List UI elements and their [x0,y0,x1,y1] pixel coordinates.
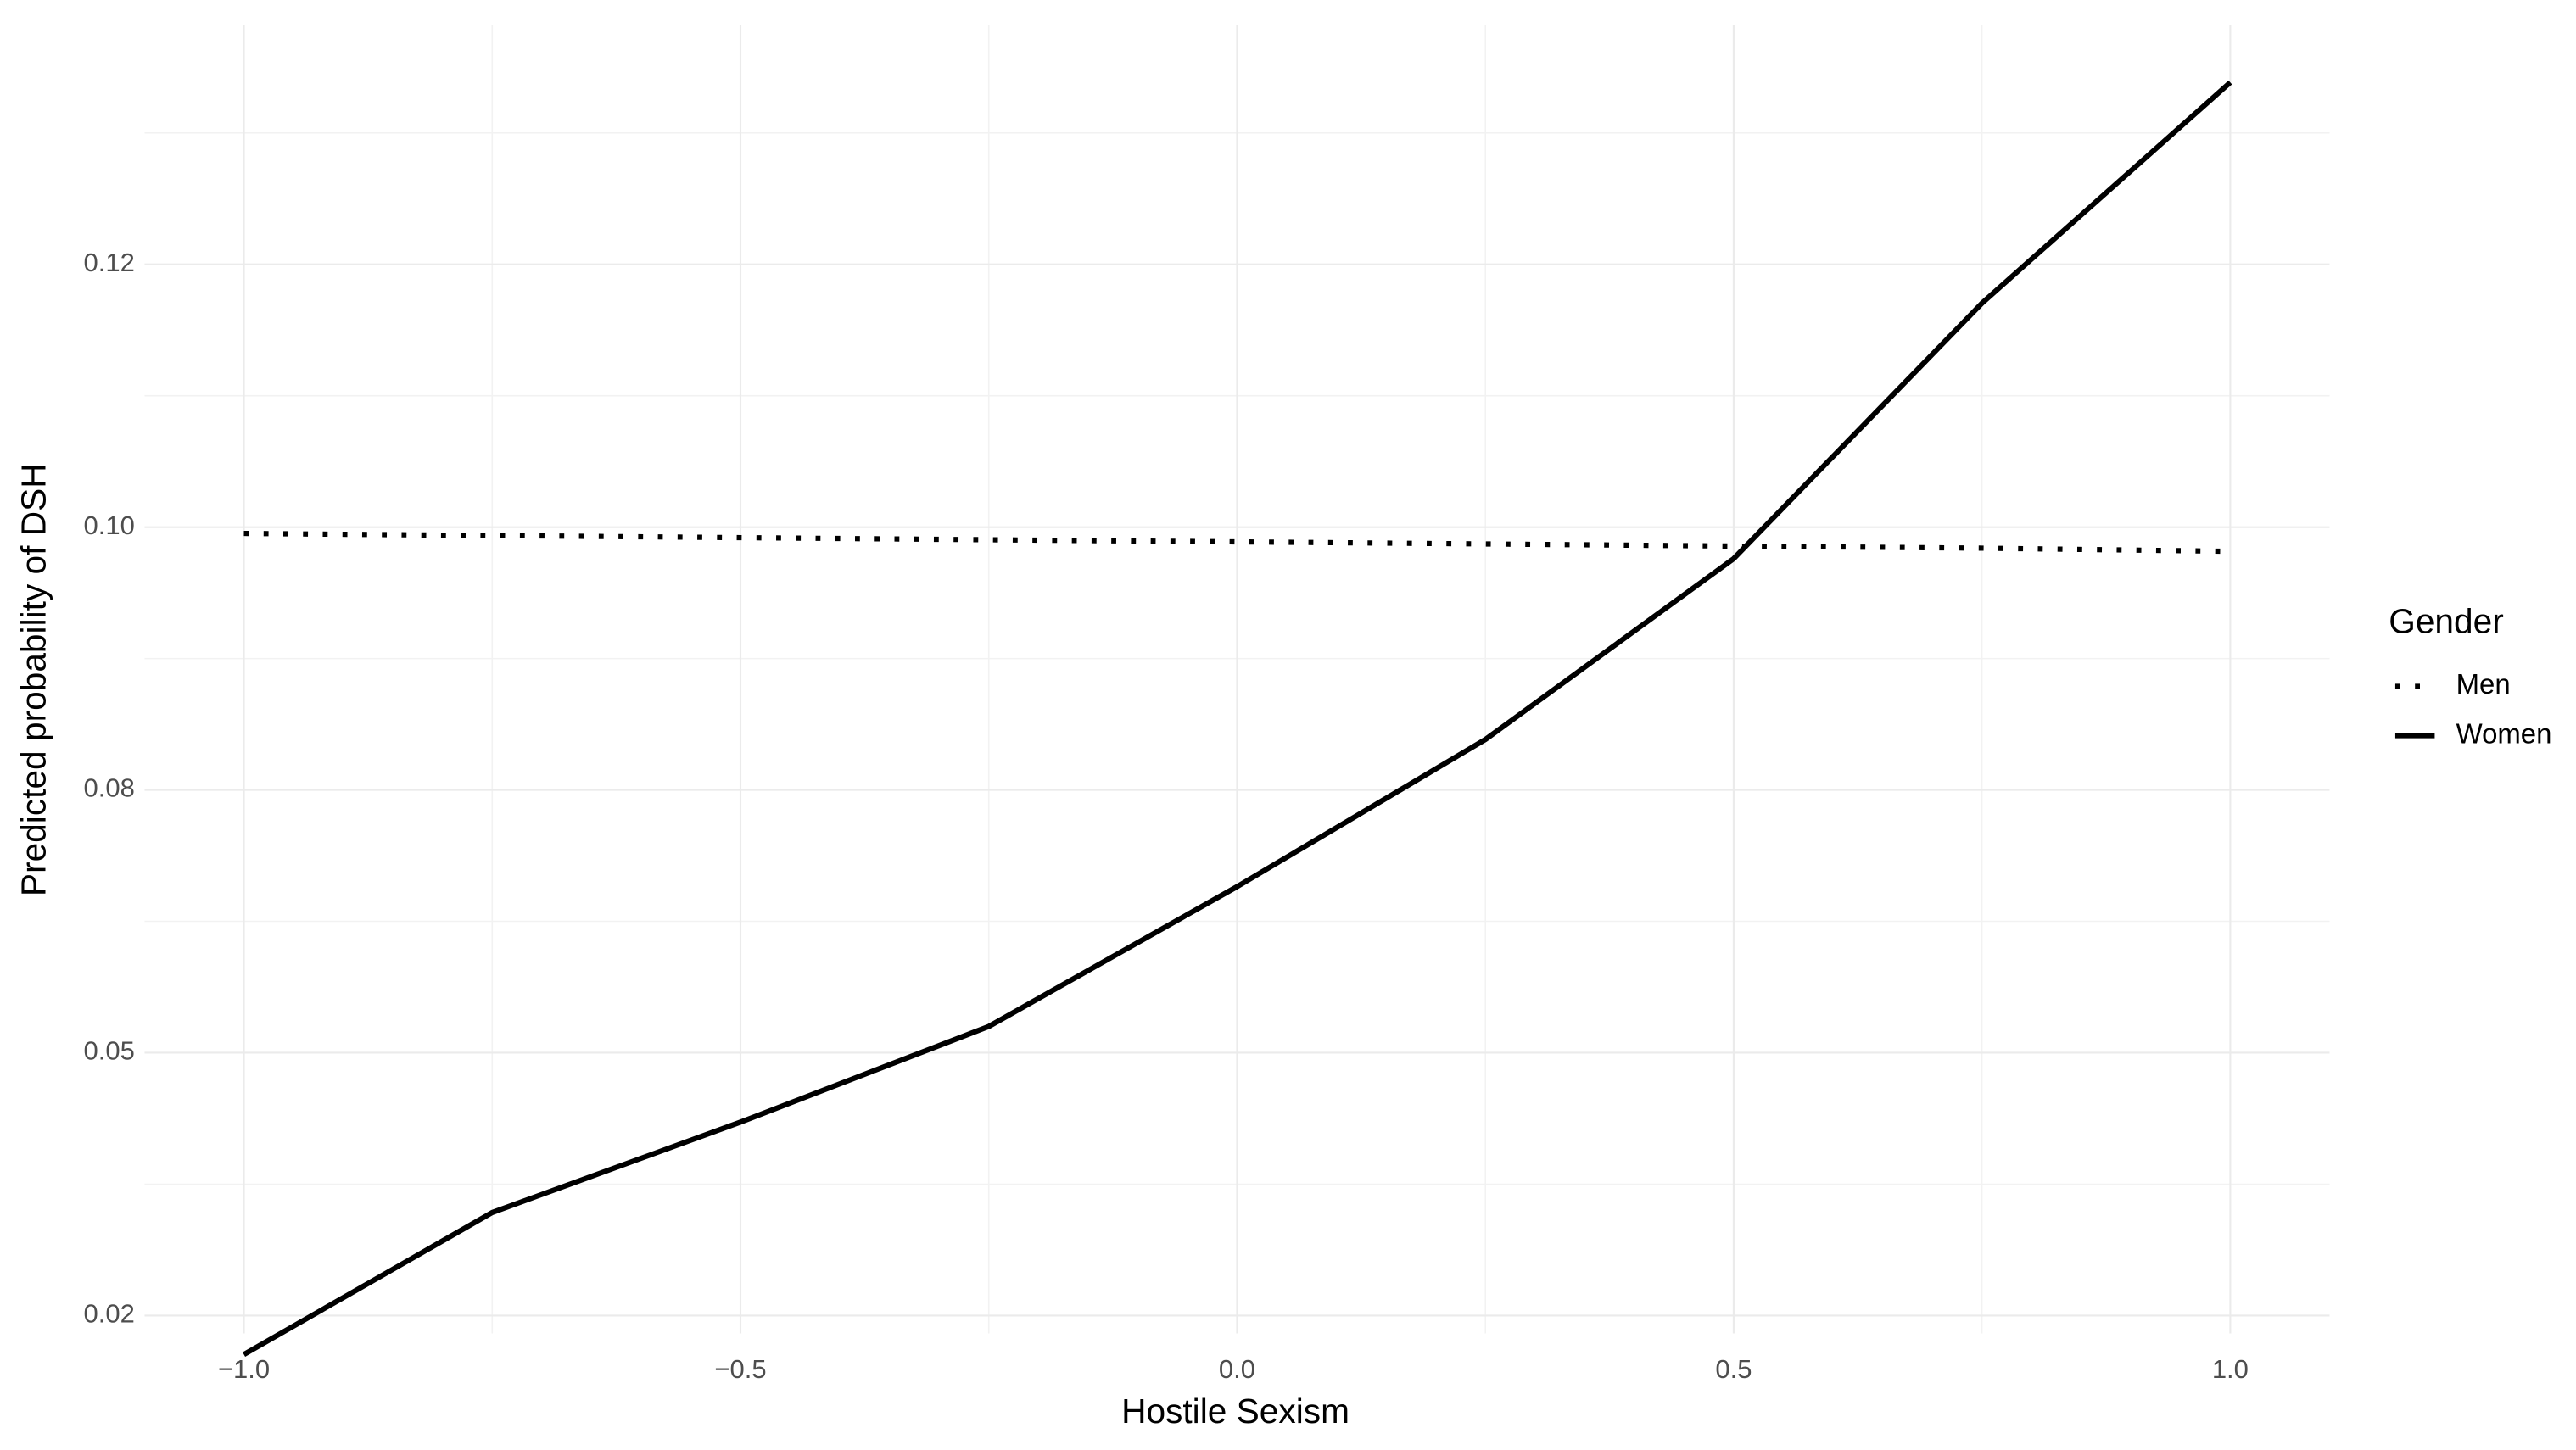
legend-label: Women [2456,717,2552,749]
legend-title: Gender [2389,602,2504,641]
grid [144,25,2330,1334]
x-tick-label: 1.0 [2212,1354,2249,1384]
y-tick-label: 0.12 [84,248,135,277]
x-tick-label: 0.0 [1219,1354,1255,1384]
y-tick-label: 0.08 [84,773,135,803]
y-tick-label: 0.02 [84,1299,135,1329]
y-tick-label: 0.10 [84,510,135,540]
x-tick-label: −0.5 [714,1354,766,1384]
series-line [242,80,2232,1357]
x-tick-label: −1.0 [218,1354,270,1384]
x-axis-title: Hostile Sexism [1121,1391,1349,1430]
y-axis-title: Predicted probability of DSH [14,463,53,896]
x-tick-label: 0.5 [1715,1354,1752,1384]
legend-label: Men [2456,668,2511,700]
y-tick-label: 0.05 [84,1036,135,1066]
